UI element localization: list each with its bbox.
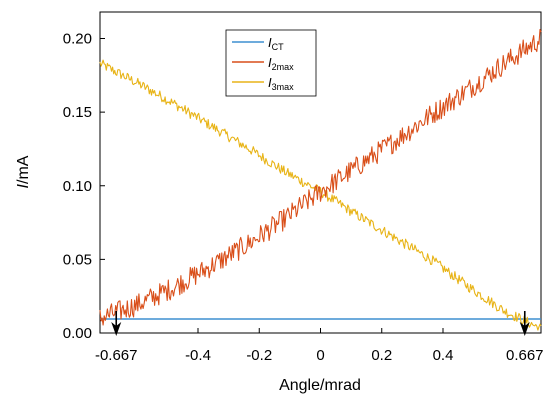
- x-tick-label: -0.667: [95, 347, 138, 364]
- y-tick-label: 0.20: [63, 31, 92, 48]
- series-line-2max: [100, 30, 541, 325]
- plot-frame: [100, 12, 541, 333]
- legend: ICT I2max I3max: [226, 30, 316, 96]
- x-tick-label: -0.2: [246, 347, 272, 364]
- y-tick-label: 0.00: [63, 325, 92, 342]
- x-tick-label: 0.4: [433, 347, 454, 364]
- down-arrow-icon: [520, 311, 530, 336]
- x-tick-label: 0.2: [371, 347, 392, 364]
- y-axis-title: I/mA: [15, 155, 32, 188]
- x-tick-label: -0.4: [185, 347, 211, 364]
- y-tick-label: 0.15: [63, 104, 92, 121]
- x-axis-title: Angle/mrad: [279, 377, 361, 394]
- y-axis-title-unit: /mA: [15, 155, 32, 184]
- y-axis: 0.00 0.05 0.10 0.15 0.20: [63, 31, 105, 342]
- series-layer: [100, 30, 541, 331]
- y-tick-label: 0.05: [63, 251, 92, 268]
- x-tick-label: 0: [316, 347, 324, 364]
- x-tick-label: 0.667: [506, 347, 544, 364]
- y-tick-label: 0.10: [63, 178, 92, 195]
